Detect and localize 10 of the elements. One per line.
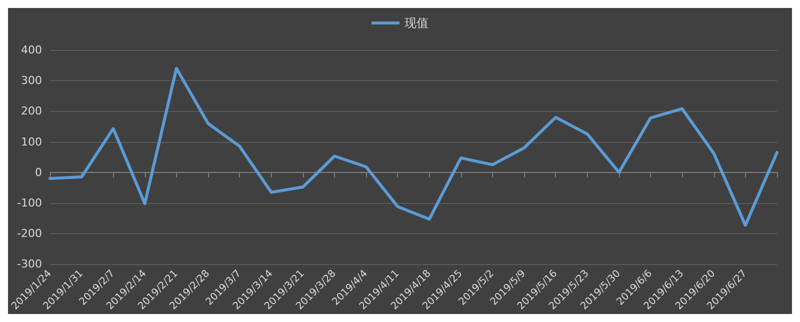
y-tick-label: -300 <box>17 258 42 271</box>
y-tick-label: -100 <box>17 196 42 210</box>
legend-label: 现值 <box>404 16 428 30</box>
y-tick-label: 100 <box>21 135 42 148</box>
y-tick-label: -200 <box>17 227 42 240</box>
line-series <box>48 66 778 227</box>
y-tick-label: 400 <box>21 44 42 56</box>
y-tick-label: 0 <box>35 166 42 179</box>
y-tick-label: 300 <box>21 74 42 88</box>
y-tick-label: 200 <box>21 104 42 118</box>
